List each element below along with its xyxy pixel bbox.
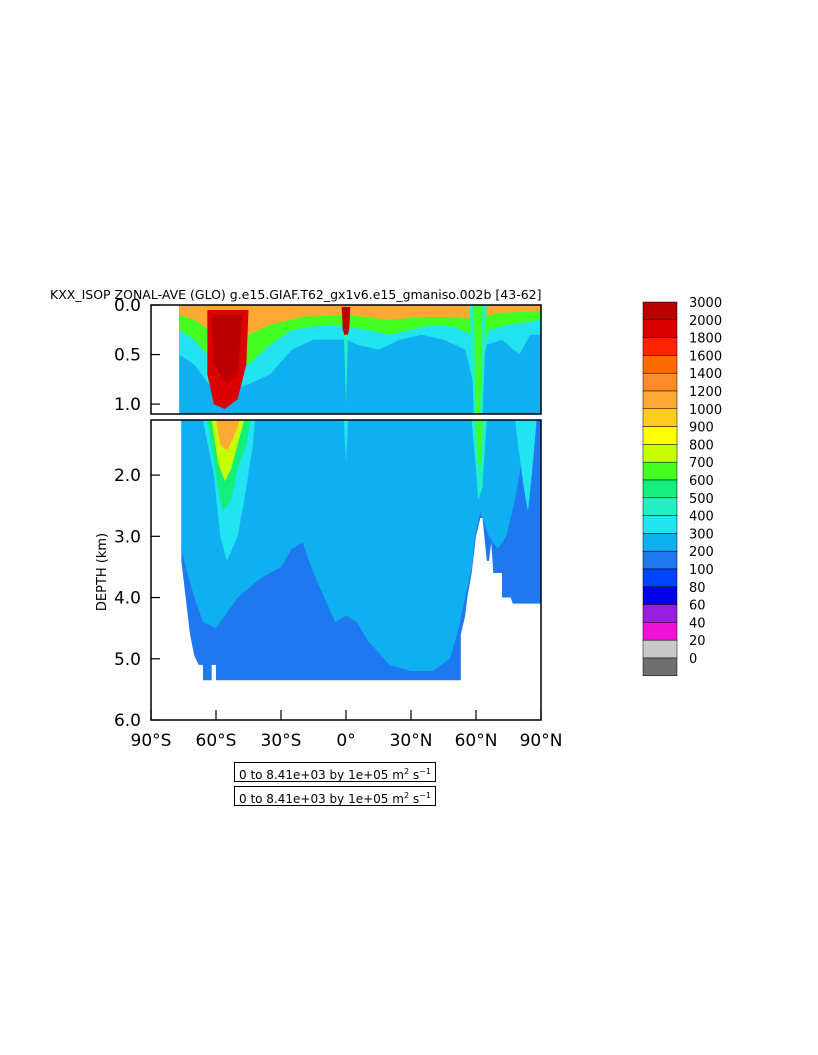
y-tick-label: 5.0 [114, 650, 141, 670]
colorbar-label: 1200 [689, 385, 722, 400]
colorbar-swatch [642, 533, 678, 552]
colorbar-swatch [642, 639, 678, 659]
colorbar-label: 600 [689, 474, 714, 489]
colorbar-label: 1400 [689, 367, 722, 382]
annotation-box-2: 0 to 8.41e+03 by 1e+05 m2 s−1 [234, 786, 436, 806]
colorbar-label: 400 [689, 510, 714, 525]
colorbar-label: 500 [689, 492, 714, 507]
colorbar-swatch [642, 515, 678, 534]
field-intermediate [181, 420, 529, 672]
colorbar-swatch [642, 657, 678, 677]
colorbar-swatch [642, 390, 678, 410]
axes: 90°S 60°S 30°S 0° 30°N 60°N 90°N 0.0 0.5 1.0 2.0 3.… [114, 296, 562, 751]
y-tick-label: 0.5 [114, 346, 141, 366]
colorbar-swatch [642, 550, 678, 570]
colorbar-label: 20 [689, 634, 706, 649]
colorbar-label: 2000 [689, 314, 722, 329]
colorbar-swatch [642, 444, 678, 463]
colorbar-label: 40 [689, 616, 706, 631]
colorbar-swatch [642, 426, 678, 445]
lower-panel [150, 419, 542, 721]
colorbar-swatch [642, 622, 678, 641]
x-tick-label: 30°N [390, 731, 433, 751]
y-tick-label: 1.0 [114, 395, 141, 415]
colorbar-label: 200 [689, 545, 714, 560]
colorbar-swatch [642, 568, 678, 588]
colorbar-label: 1800 [689, 332, 722, 347]
colorbar-label: 100 [689, 563, 714, 578]
colorbar-swatch [642, 461, 678, 481]
colorbar-swatch [642, 355, 678, 374]
colorbar-label: 1600 [689, 349, 722, 364]
colorbar-label: 1000 [689, 403, 722, 418]
colorbar-label: 0 [689, 652, 697, 667]
x-tick-label: 0° [336, 731, 355, 751]
colorbar: 3000200018001600140012001000900800700600… [642, 296, 722, 677]
colorbar-swatch [642, 586, 678, 605]
x-tick-label: 90°S [131, 731, 172, 751]
colorbar-label: 700 [689, 456, 714, 471]
y-tick-label: 2.0 [114, 466, 141, 486]
colorbar-swatch [642, 497, 678, 516]
y-tick-label: 0.0 [114, 296, 141, 316]
y-axis-label: DEPTH (km) [95, 533, 110, 611]
y-tick-label: 3.0 [114, 527, 141, 547]
field-equatorial-maximum [341, 306, 351, 340]
y-tick-label: 6.0 [114, 711, 141, 731]
y-tick-label: 4.0 [114, 589, 141, 609]
colorbar-label: 60 [689, 599, 706, 614]
colorbar-swatch [642, 604, 678, 623]
upper-panel [150, 304, 542, 415]
colorbar-label: 3000 [689, 296, 722, 311]
colorbar-label: 80 [689, 581, 706, 596]
chart-title: KXX_ISOP ZONAL-AVE (GLO) g.e15.GIAF.T62_… [50, 287, 542, 302]
colorbar-swatch [642, 319, 678, 338]
x-tick-label: 30°S [261, 731, 302, 751]
x-tick-label: 60°S [196, 731, 237, 751]
colorbar-swatch [642, 301, 678, 321]
colorbar-label: 300 [689, 527, 714, 542]
x-tick-label: 60°N [455, 731, 498, 751]
annotation-box-1: 0 to 8.41e+03 by 1e+05 m2 s−1 [234, 762, 436, 782]
x-tick-label: 90°N [520, 731, 563, 751]
colorbar-swatch [642, 337, 678, 356]
colorbar-swatch [642, 408, 678, 427]
colorbar-label: 900 [689, 421, 714, 436]
colorbar-swatch [642, 479, 678, 499]
colorbar-label: 800 [689, 438, 714, 453]
field-north-atlantic-band [473, 305, 483, 414]
colorbar-swatch [642, 372, 678, 392]
